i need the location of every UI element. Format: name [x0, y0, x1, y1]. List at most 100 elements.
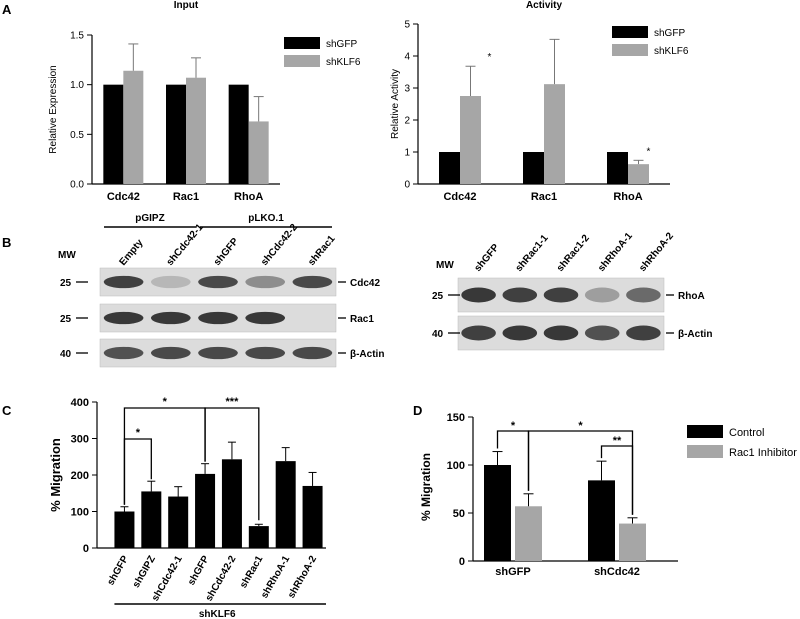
category-label: Rac1: [531, 191, 557, 203]
legend-label: Control: [729, 427, 764, 439]
y-tick-label: 2: [404, 116, 410, 127]
lane-label: shRac1-2: [555, 232, 592, 273]
legend-label: Rac1 Inhibitor: [729, 447, 797, 459]
bar: [103, 84, 124, 184]
blot-band: [584, 287, 620, 303]
legend-swatch: [612, 26, 648, 38]
row-label: Cdc42: [350, 278, 380, 289]
chart-activity: 0 1 2 3 4 5 Activity Relative Activity Cdc42 Rac1…: [390, 0, 689, 203]
significance-marker: *: [488, 52, 492, 63]
blot-band: [292, 275, 333, 289]
chart-title: Input: [174, 0, 199, 11]
lane-label: shRhoA-2: [637, 230, 676, 274]
mw-marker: 25: [60, 314, 72, 325]
blot-band: [461, 325, 496, 341]
blot-band: [150, 275, 191, 289]
bar: [221, 459, 242, 548]
blot-band: [198, 311, 238, 325]
y-tick-label: 50: [453, 508, 465, 520]
bar: [628, 164, 649, 184]
y-tick-label: 150: [447, 412, 465, 424]
y-axis-label: Relative Activity: [390, 69, 401, 139]
y-axis-label: % Migration: [419, 453, 433, 521]
blot-band: [543, 287, 579, 303]
mw-label: MW: [58, 250, 76, 261]
y-tick-label: 1.0: [70, 80, 84, 91]
category-label: Cdc42: [107, 191, 140, 203]
y-tick-label: 0: [83, 543, 89, 555]
category-label: shCdc42: [594, 566, 640, 578]
bar: [515, 506, 542, 561]
chart-title: Activity: [526, 0, 563, 11]
y-axis-label: % Migration: [48, 438, 63, 512]
bar: [166, 84, 186, 184]
lane-label: shGFP: [472, 242, 501, 274]
western-blot-left: pGIPZ pLKO.1 MW Empty shCdc42-1 shGFP shCdc42-…: [58, 213, 384, 368]
legend-label: shGFP: [326, 39, 357, 50]
blot-band: [150, 311, 191, 325]
legend-swatch: [687, 445, 723, 458]
y-tick-label: 100: [447, 460, 465, 472]
group-label-plko: pLKO.1: [248, 213, 284, 224]
bar: [168, 496, 189, 548]
bar: [607, 152, 628, 184]
y-tick-label: 3: [404, 84, 410, 95]
category-label: RhoA: [613, 191, 642, 203]
category-label: Cdc42: [443, 191, 476, 203]
significance-marker: *: [136, 427, 141, 439]
blot-band: [245, 346, 286, 360]
y-tick-label: 200: [71, 470, 89, 482]
legend-swatch: [284, 37, 320, 49]
panel-letter-d: D: [413, 403, 422, 418]
bar: [114, 511, 135, 548]
chart-input: 0.0 0.5 1.0 1.5 Input Relative Expression Cdc4…: [48, 0, 361, 203]
group-label: shKLF6: [199, 609, 236, 619]
significance-marker: ***: [226, 396, 240, 408]
y-tick-label: 300: [71, 434, 89, 446]
legend-label: shKLF6: [654, 46, 689, 57]
y-tick-label: 1: [404, 148, 410, 159]
bar: [544, 84, 565, 184]
blot-band: [245, 275, 286, 289]
blot-band: [502, 325, 538, 341]
y-tick-label: 400: [71, 397, 89, 409]
legend-swatch: [284, 55, 320, 67]
western-blot-right: MW shGFP shRac1-1 shRac1-2 shRhoA-1 shRhoA-2 2…: [432, 230, 712, 351]
category-label: RhoA: [234, 191, 263, 203]
significance-bracket: [123, 407, 206, 505]
category-label: shGFP: [186, 554, 212, 588]
bar: [484, 465, 511, 561]
y-tick-label: 1.5: [70, 31, 84, 42]
significance-marker: *: [578, 420, 583, 432]
blot-band: [461, 287, 496, 303]
y-tick-label: 4: [404, 52, 410, 63]
category-label: shGIPZ: [131, 554, 158, 590]
bar: [523, 152, 544, 184]
legend-swatch: [687, 425, 723, 438]
blot-band: [584, 325, 620, 341]
significance-marker: *: [163, 396, 168, 408]
blot-band: [502, 287, 538, 303]
row-label: Rac1: [350, 314, 374, 325]
lane-label: shCdc42-1: [165, 222, 206, 268]
blot-band: [245, 311, 286, 325]
bar: [141, 491, 162, 548]
bar: [439, 152, 460, 184]
bar: [248, 121, 269, 184]
panel-letter-b: B: [2, 235, 11, 250]
lane-label: shRac1: [306, 233, 338, 268]
mw-marker: 25: [60, 278, 72, 289]
significance-marker: *: [647, 146, 651, 157]
y-tick-label: 0.0: [70, 180, 84, 191]
blot-band: [626, 325, 661, 341]
bar: [228, 84, 249, 184]
blot-band: [198, 275, 238, 289]
bar: [460, 96, 481, 184]
blot-band: [626, 287, 661, 303]
lane-label: shCdc42-2: [259, 222, 300, 268]
blot-band: [103, 275, 144, 289]
bar: [186, 77, 206, 184]
lane-label: shGFP: [212, 236, 241, 268]
y-tick-label: 100: [71, 507, 89, 519]
